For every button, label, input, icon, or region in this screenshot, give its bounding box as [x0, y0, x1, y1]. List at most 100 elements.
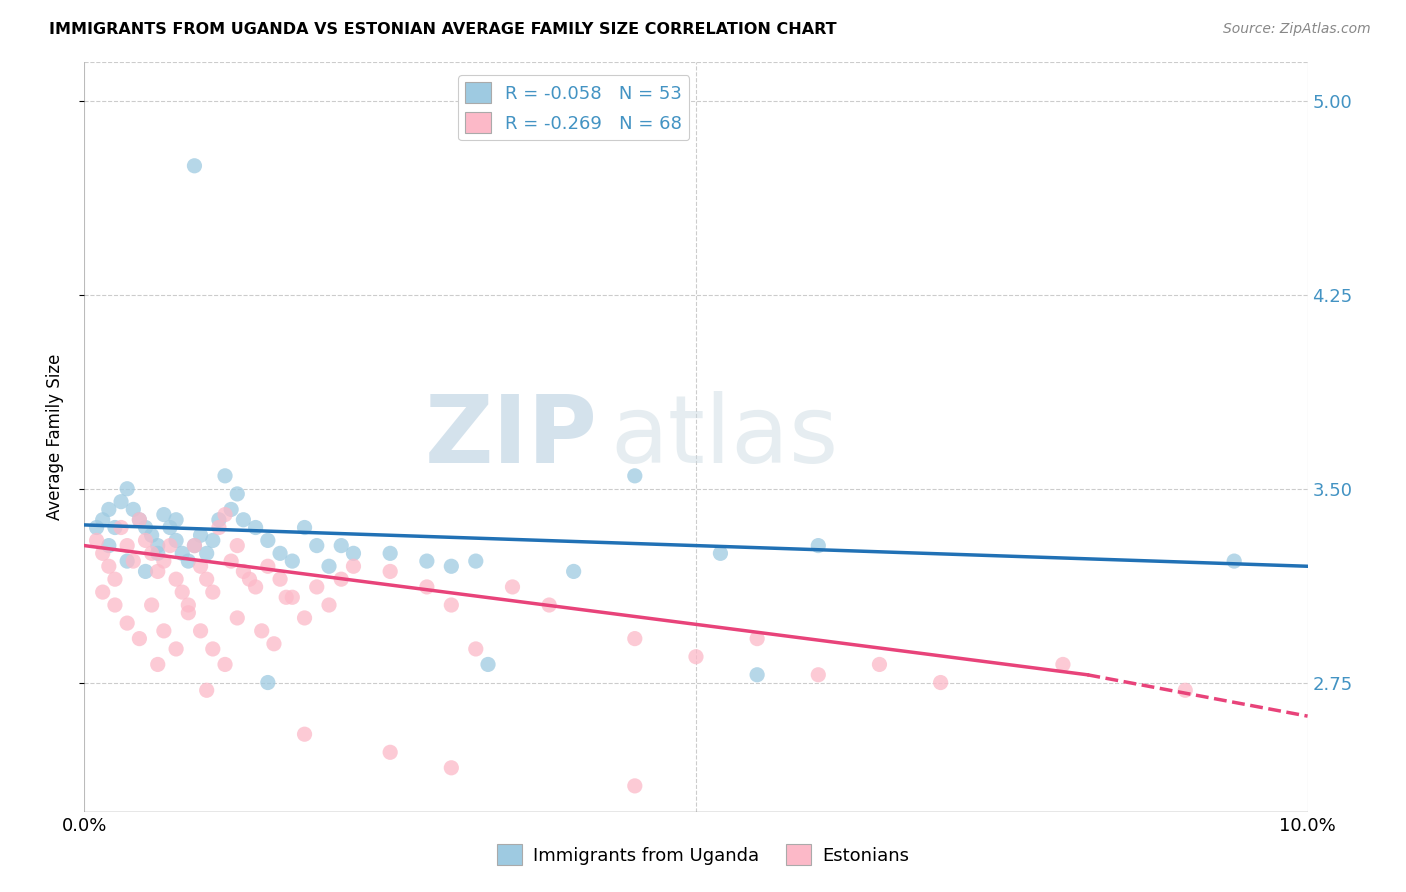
- Point: [807, 667, 830, 681]
- Point: [276, 591, 298, 605]
- Point: [153, 554, 176, 568]
- Point: [416, 580, 439, 594]
- Point: [214, 657, 236, 672]
- Point: [232, 565, 254, 579]
- Legend: Immigrants from Uganda, Estonians: Immigrants from Uganda, Estonians: [489, 837, 917, 872]
- Point: [294, 520, 316, 534]
- Point: [183, 159, 205, 173]
- Point: [115, 482, 138, 496]
- Point: [281, 554, 304, 568]
- Point: [146, 657, 169, 672]
- Point: [929, 675, 952, 690]
- Point: [416, 554, 439, 568]
- Point: [257, 533, 280, 548]
- Point: [269, 546, 291, 560]
- Point: [146, 546, 169, 560]
- Point: [115, 616, 138, 631]
- Point: [172, 585, 194, 599]
- Point: [648, 125, 671, 139]
- Point: [342, 546, 364, 560]
- Point: [159, 539, 181, 553]
- Legend: R = -0.058   N = 53, R = -0.269   N = 68: R = -0.058 N = 53, R = -0.269 N = 68: [458, 75, 689, 140]
- Point: [177, 598, 200, 612]
- Point: [318, 598, 340, 612]
- Point: [747, 667, 769, 681]
- Point: [226, 487, 249, 501]
- Point: [440, 559, 463, 574]
- Point: [440, 598, 463, 612]
- Point: [135, 565, 157, 579]
- Point: [219, 502, 242, 516]
- Point: [104, 572, 127, 586]
- Point: [685, 649, 707, 664]
- Point: [146, 565, 169, 579]
- Point: [201, 533, 224, 548]
- Point: [464, 642, 486, 657]
- Point: [226, 611, 249, 625]
- Point: [115, 554, 138, 568]
- Point: [91, 546, 114, 560]
- Point: [709, 546, 731, 560]
- Point: [294, 611, 316, 625]
- Point: [110, 494, 132, 508]
- Point: [250, 624, 273, 638]
- Text: IMMIGRANTS FROM UGANDA VS ESTONIAN AVERAGE FAMILY SIZE CORRELATION CHART: IMMIGRANTS FROM UGANDA VS ESTONIAN AVERA…: [49, 22, 837, 37]
- Point: [502, 580, 524, 594]
- Point: [128, 513, 150, 527]
- Point: [869, 657, 891, 672]
- Point: [226, 539, 249, 553]
- Point: [128, 632, 150, 646]
- Point: [153, 624, 176, 638]
- Point: [122, 554, 145, 568]
- Point: [86, 520, 108, 534]
- Point: [135, 520, 157, 534]
- Point: [477, 657, 499, 672]
- Text: ZIP: ZIP: [425, 391, 598, 483]
- Point: [190, 528, 212, 542]
- Point: [1174, 683, 1197, 698]
- Point: [159, 520, 181, 534]
- Point: [165, 533, 187, 548]
- Point: [294, 727, 316, 741]
- Point: [177, 606, 200, 620]
- Point: [183, 539, 205, 553]
- Point: [245, 520, 267, 534]
- Point: [190, 624, 212, 638]
- Point: [201, 642, 224, 657]
- Point: [281, 591, 304, 605]
- Y-axis label: Average Family Size: Average Family Size: [45, 354, 63, 520]
- Point: [1052, 657, 1074, 672]
- Point: [305, 580, 328, 594]
- Point: [464, 554, 486, 568]
- Point: [538, 598, 561, 612]
- Point: [1223, 554, 1246, 568]
- Point: [380, 565, 402, 579]
- Point: [245, 580, 267, 594]
- Point: [97, 539, 120, 553]
- Point: [624, 468, 647, 483]
- Point: [330, 539, 353, 553]
- Point: [153, 508, 176, 522]
- Point: [97, 559, 120, 574]
- Point: [165, 642, 187, 657]
- Point: [257, 559, 280, 574]
- Point: [330, 572, 353, 586]
- Text: atlas: atlas: [610, 391, 838, 483]
- Point: [238, 572, 260, 586]
- Point: [104, 520, 127, 534]
- Point: [807, 539, 830, 553]
- Point: [128, 513, 150, 527]
- Point: [91, 513, 114, 527]
- Point: [86, 533, 108, 548]
- Point: [110, 520, 132, 534]
- Point: [183, 539, 205, 553]
- Point: [195, 572, 218, 586]
- Point: [214, 508, 236, 522]
- Point: [380, 745, 402, 759]
- Point: [440, 761, 463, 775]
- Point: [165, 572, 187, 586]
- Point: [208, 520, 231, 534]
- Point: [232, 513, 254, 527]
- Point: [190, 559, 212, 574]
- Point: [624, 779, 647, 793]
